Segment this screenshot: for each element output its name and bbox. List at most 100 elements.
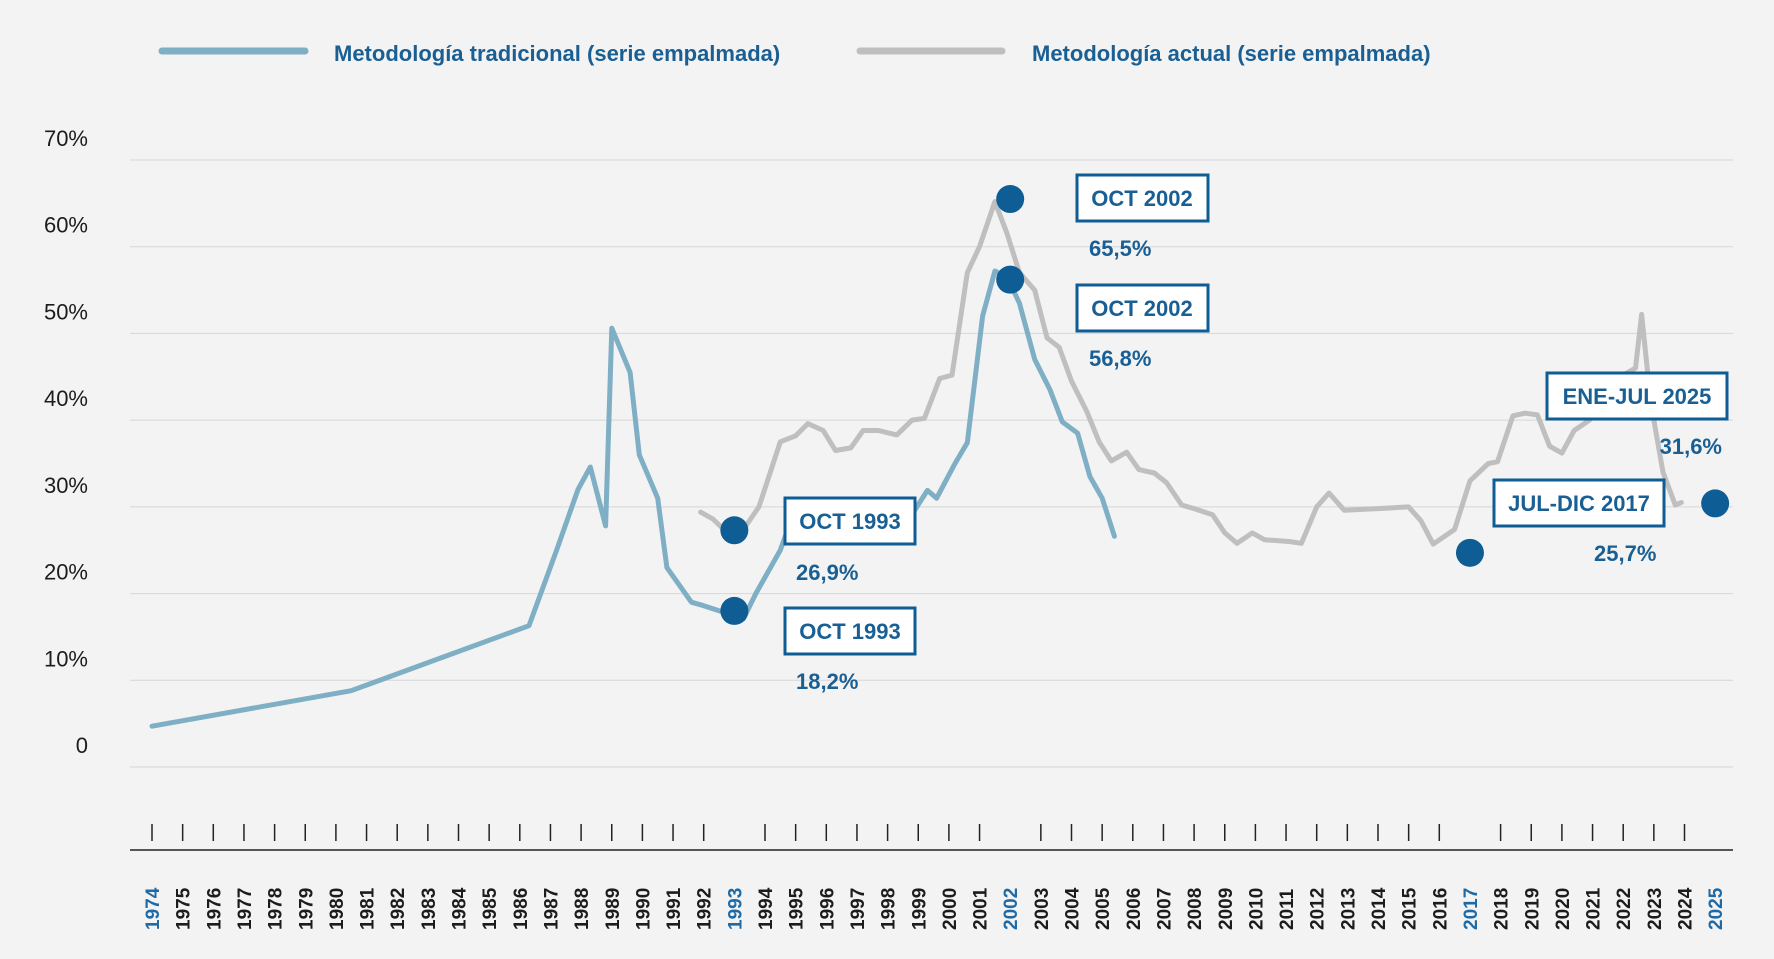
x-tick-label: 1977: [235, 888, 256, 930]
highlight-markers: [720, 185, 1730, 625]
x-tick-label: 2008: [1185, 888, 1206, 930]
annotation-label: OCT 1993: [799, 619, 901, 644]
annotation-ene-jul-2025: ENE-JUL 2025 31,6%: [1545, 371, 1729, 459]
annotation-label: ENE-JUL 2025: [1563, 384, 1712, 409]
x-tick-label: 2018: [1492, 888, 1513, 930]
x-tick-label: 2003: [1032, 888, 1053, 930]
x-tick-label: 2012: [1308, 888, 1329, 930]
y-tick-label: 60%: [44, 213, 88, 238]
annotation-oct-1993-traditional: OCT 1993 18,2%: [783, 606, 917, 694]
legend-label-current: Metodología actual (serie empalmada): [1032, 41, 1431, 66]
annotation-value: 18,2%: [796, 669, 858, 694]
annotation-label: OCT 1993: [799, 509, 901, 534]
x-tick-label: 2005: [1093, 887, 1114, 930]
x-axis: 1974 1975 1976 1977 1978 1979 1980 1981 1982 1983…: [130, 824, 1733, 930]
annotation-value: 25,7%: [1594, 541, 1656, 566]
x-tick-label: 1993: [725, 888, 746, 930]
x-tick-label: 2014: [1369, 887, 1390, 930]
x-tick-label: 2002: [1001, 888, 1022, 930]
y-tick-label: 0: [76, 733, 88, 758]
x-tick-label: 2020: [1553, 888, 1574, 930]
annotation-value: 65,5%: [1089, 236, 1151, 261]
x-tick-label: 1982: [388, 888, 409, 930]
x-tick-label: 1988: [572, 888, 593, 930]
x-tick-label: 2006: [1124, 888, 1145, 930]
legend-label-traditional: Metodología tradicional (serie empalmada…: [334, 41, 780, 66]
x-tick-label: 1999: [909, 888, 930, 930]
annotation-oct-2002-current: OCT 2002 65,5%: [1075, 173, 1210, 261]
y-axis: 0 10% 20% 30% 40% 50% 60% 70%: [44, 126, 88, 758]
x-tick-label: 2023: [1645, 888, 1666, 930]
annotation-value: 31,6%: [1660, 434, 1722, 459]
x-tick-label: 2016: [1430, 888, 1451, 930]
series: [149, 199, 1684, 729]
x-tick-label: 1996: [817, 888, 838, 930]
highlight-marker: [720, 516, 749, 545]
x-tick-label: 2007: [1154, 888, 1175, 930]
annotation-box: [1545, 371, 1729, 421]
x-tick-label: 2021: [1584, 887, 1605, 930]
x-tick-label: 1976: [204, 888, 225, 930]
annotation-box: [1492, 478, 1666, 528]
x-tick-label: 1992: [695, 888, 716, 930]
annotation-oct-2002-traditional: OCT 2002 56,8%: [1075, 283, 1210, 371]
highlight-marker: [720, 596, 749, 625]
x-tick-label: 1987: [541, 888, 562, 930]
annotation-box: [1075, 283, 1210, 333]
annotations: OCT 1993 26,9% OCT 1993 18,2% OCT 2002 6…: [783, 173, 1729, 694]
gridlines: [130, 159, 1733, 768]
x-tick-label: 2000: [940, 888, 961, 930]
x-tick-label: 2025: [1706, 887, 1727, 930]
y-tick-label: 30%: [44, 473, 88, 498]
x-tick-label: 1981: [358, 887, 379, 930]
highlight-marker: [996, 265, 1025, 294]
x-tick-label: 1974: [143, 887, 164, 930]
x-tick-label: 2010: [1246, 888, 1267, 930]
x-tick-label: 1998: [879, 888, 900, 930]
y-tick-label: 70%: [44, 126, 88, 151]
x-tick-label: 2004: [1063, 887, 1084, 930]
annotation-value: 26,9%: [796, 560, 858, 585]
annotation-oct-1993-current: OCT 1993 26,9%: [783, 496, 917, 585]
x-tick-label: 2024: [1676, 887, 1697, 930]
highlight-marker: [1701, 489, 1730, 518]
annotation-label: OCT 2002: [1091, 186, 1193, 211]
series-line-current: [698, 199, 1684, 547]
x-tick-label: 1985: [480, 887, 501, 930]
y-tick-label: 50%: [44, 299, 88, 324]
x-tick-label: 1984: [450, 887, 471, 930]
annotation-box: [783, 496, 917, 546]
y-tick-label: 20%: [44, 560, 88, 585]
x-tick-label: 2015: [1400, 887, 1421, 930]
y-tick-label: 10%: [44, 646, 88, 671]
x-tick-label: 2011: [1277, 888, 1298, 930]
annotation-value: 56,8%: [1089, 346, 1151, 371]
x-tick-label: 2019: [1522, 888, 1543, 930]
x-tick-label: 1978: [266, 888, 287, 930]
x-tick-label: 1990: [633, 888, 654, 930]
x-tick-label: 1997: [848, 888, 869, 930]
x-tick-label: 2013: [1338, 888, 1359, 930]
highlight-marker: [996, 185, 1025, 214]
x-tick-label: 1986: [511, 888, 532, 930]
x-tick-label: 2022: [1614, 888, 1635, 930]
x-tick-label: 1975: [174, 887, 195, 930]
x-tick-label: 1994: [756, 887, 777, 930]
x-tick-label: 1991: [664, 887, 685, 930]
annotation-label: OCT 2002: [1091, 296, 1193, 321]
x-tick-label: 2017: [1461, 888, 1482, 930]
x-tick-label: 1979: [296, 888, 317, 930]
x-tick-label: 1989: [603, 888, 624, 930]
annotation-box: [1075, 173, 1210, 223]
x-tick-label: 1995: [787, 887, 808, 930]
y-tick-label: 40%: [44, 386, 88, 411]
highlight-marker: [1455, 538, 1484, 567]
x-tick-label: 1983: [419, 888, 440, 930]
annotation-label: JUL-DIC 2017: [1508, 491, 1650, 516]
legend: Metodología tradicional (serie empalmada…: [158, 41, 1431, 66]
x-tick-label: 2001: [971, 887, 992, 930]
annotation-box: [783, 606, 917, 656]
x-tick-label: 2009: [1216, 888, 1237, 930]
annotation-jul-dic-2017: JUL-DIC 2017 25,7%: [1492, 478, 1666, 566]
